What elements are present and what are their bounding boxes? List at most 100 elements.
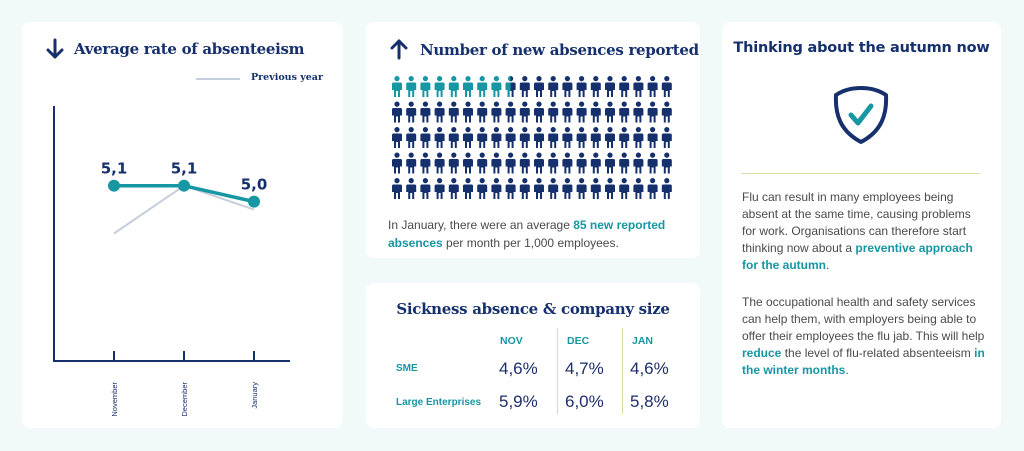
person-icon [661,178,672,199]
person-icon [647,101,658,123]
para2-text-a: The occupational health and safety servi… [742,295,985,343]
person-icon [576,101,587,123]
data-label: 5,0 [241,176,268,194]
data-point [178,179,190,192]
person-icon [661,76,672,97]
person-icon [605,76,615,97]
person-icon [534,127,544,148]
section-divider [742,173,980,174]
para1-end: . [826,258,830,272]
person-icon [661,152,672,174]
person-icon [519,76,530,97]
company-size-title: Sickness absence & company size [396,300,670,318]
person-icon [491,127,502,148]
person-icon [647,152,658,174]
person-icon [477,101,488,123]
person-icon [605,101,615,123]
person-icon [619,152,630,174]
description-text-start: In January, there were an average [388,218,574,232]
column-divider [557,328,558,414]
person-icon [392,101,402,123]
column-divider [622,328,623,414]
person-icon-highlighted [406,76,417,97]
person-icon [633,127,644,148]
x-tick-label: December [180,382,189,417]
person-icon [562,178,573,199]
person-icon [406,152,417,174]
person-icon [491,101,502,123]
description-highlight: 85 new reported absences [388,218,666,250]
person-icon [477,152,488,174]
legend-previous-year-swatch [196,78,240,80]
person-icon [434,178,445,199]
person-icon [420,152,431,174]
para2-text-b: the level of flu-related absenteeism [781,346,975,360]
person-icon [647,127,658,148]
new-absences-description: In January, there were an average 85 new… [388,216,688,252]
person-icon [548,76,559,97]
description-text-end: per month per 1,000 employees. [442,236,619,250]
person-icon [519,152,530,174]
autumn-paragraph-2: The occupational health and safety servi… [742,294,987,379]
shield-check-icon [833,86,889,144]
column-header-jan: JAN [632,335,654,347]
legend-previous-year-label: Previous year [251,72,323,83]
absenteeism-line-chart: November December January 5,1 5,1 5,0 [53,106,290,417]
person-icon [633,76,644,97]
column-header-dec: DEC [567,335,590,347]
person-icon [392,127,402,148]
person-icon [548,127,559,148]
cell-large-nov: 5,9% [499,392,538,411]
person-icon-highlighted [491,76,502,97]
person-icon [576,127,587,148]
person-icon [605,152,615,174]
arrow-down-icon [46,38,64,59]
person-icon [605,178,615,199]
absenteeism-rate-card: Average rate of absenteeism Previous yea… [22,22,343,428]
person-icon [434,101,445,123]
para1-highlight: preventive approach for the autumn [742,241,973,272]
previous-year-line [113,184,255,235]
person-icon [505,127,516,148]
person-icon [633,101,644,123]
person-icon-highlighted [477,76,488,97]
person-icon [548,101,559,123]
person-icon [519,101,530,123]
person-icon [505,178,516,199]
company-size-card: Sickness absence & company size NOV DEC … [366,283,700,428]
person-icon [548,152,559,174]
person-icon [406,178,417,199]
row-header-large-enterprises: Large Enterprises [396,397,482,408]
person-icon [605,127,615,148]
row-header-sme: SME [396,363,418,374]
person-icon [534,178,544,199]
person-icon [463,178,473,199]
para2-highlight-reduce: reduce [742,346,782,360]
person-icon [534,101,544,123]
person-icon [576,152,587,174]
person-icon [420,178,431,199]
person-icon [562,127,573,148]
person-icon [406,127,417,148]
absenteeism-title: Average rate of absenteeism [74,40,305,58]
column-header-nov: NOV [500,335,523,347]
person-icon [420,127,431,148]
person-icon [590,76,601,97]
x-tick-label: January [250,382,259,409]
person-icon [448,178,459,199]
person-icon-highlighted [448,76,459,97]
person-icon [661,101,672,123]
person-icon [463,127,473,148]
person-icon-highlighted [505,76,516,97]
person-icon [406,101,417,123]
person-icon [392,178,402,199]
x-tick-label: November [110,382,119,417]
person-icon [491,178,502,199]
person-icon-highlighted [420,76,431,97]
cell-large-dec: 6,0% [565,392,604,411]
person-icon [661,127,672,148]
person-icon [590,178,601,199]
person-icon [448,127,459,148]
person-icon [491,152,502,174]
person-icon [505,101,516,123]
